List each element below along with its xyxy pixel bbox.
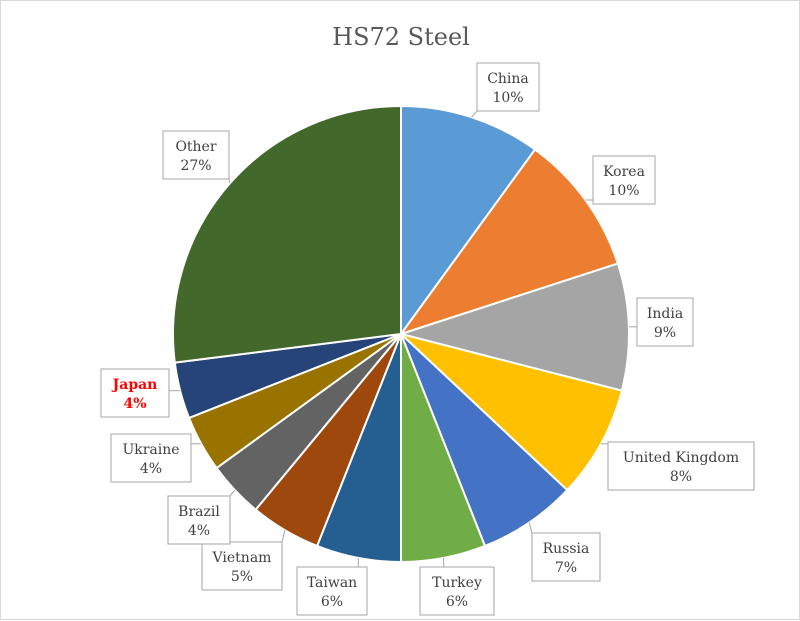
- data-label-india: India 9%: [636, 297, 694, 347]
- percent-label: 10%: [608, 183, 639, 199]
- percent-label: 6%: [446, 594, 468, 610]
- label-box: [636, 297, 694, 347]
- label-box: [162, 130, 230, 180]
- category-label: Brazil: [178, 504, 220, 520]
- percent-label: 6%: [321, 594, 343, 610]
- category-label: Ukraine: [122, 442, 179, 458]
- label-box: [592, 155, 656, 205]
- category-label: Russia: [543, 541, 590, 557]
- pie-slice-india: [397, 262, 630, 392]
- data-label-russia: Russia 7%: [531, 532, 601, 582]
- category-label: Japan: [111, 377, 158, 393]
- percent-label: 8%: [670, 469, 692, 485]
- percent-label: 7%: [555, 560, 577, 576]
- label-box: [100, 368, 170, 418]
- data-label-united-kingdom: United Kingdom 8%: [607, 441, 755, 491]
- pie-slice-korea: [398, 148, 620, 336]
- data-label-ukraine: Ukraine 4%: [110, 433, 192, 483]
- category-label: Vietnam: [212, 550, 272, 566]
- category-label: Turkey: [432, 575, 482, 591]
- category-label: Taiwan: [307, 575, 357, 591]
- percent-label: 27%: [180, 158, 211, 174]
- leader-line: [528, 522, 533, 534]
- data-label-taiwan: Taiwan 6%: [296, 566, 368, 616]
- category-label: China: [487, 71, 529, 87]
- data-label-korea: Korea 10%: [592, 155, 656, 205]
- data-label-other: Other 27%: [162, 130, 230, 180]
- data-label-brazil: Brazil 4%: [167, 495, 231, 545]
- percent-label: 5%: [231, 569, 253, 585]
- percent-label: 10%: [492, 90, 523, 106]
- label-box: [607, 441, 755, 491]
- data-label-china: China 10%: [476, 62, 540, 112]
- leader-line: [281, 530, 286, 543]
- category-label: Korea: [603, 164, 645, 180]
- label-box: [296, 566, 368, 616]
- percent-label: 4%: [123, 396, 146, 412]
- leader-line: [228, 178, 231, 184]
- label-box: [110, 433, 192, 483]
- label-box: [531, 532, 601, 582]
- chart-title: HS72 Steel: [332, 23, 470, 51]
- leader-line: [471, 110, 478, 118]
- pie-slice-united-kingdom: [400, 333, 624, 492]
- leader-lines: [169, 110, 637, 567]
- label-box: [167, 495, 231, 545]
- category-label: United Kingdom: [623, 450, 739, 466]
- percent-label: 9%: [654, 325, 676, 341]
- label-box: [419, 566, 495, 616]
- pie-slice-other: [172, 104, 402, 364]
- category-label: Other: [175, 139, 216, 155]
- data-label-japan: Japan 4%: [100, 368, 170, 418]
- label-box: [201, 541, 283, 591]
- leader-line: [229, 489, 236, 497]
- percent-label: 4%: [140, 461, 162, 477]
- data-labels: China 10% Korea 10% India 9% United Kingdom 8% R…: [100, 62, 755, 616]
- category-label: India: [647, 306, 683, 322]
- label-box: [476, 62, 540, 112]
- pie-slices: [172, 104, 630, 564]
- data-label-turkey: Turkey 6%: [419, 566, 495, 616]
- percent-label: 4%: [188, 523, 210, 539]
- data-label-vietnam: Vietnam 5%: [201, 541, 283, 591]
